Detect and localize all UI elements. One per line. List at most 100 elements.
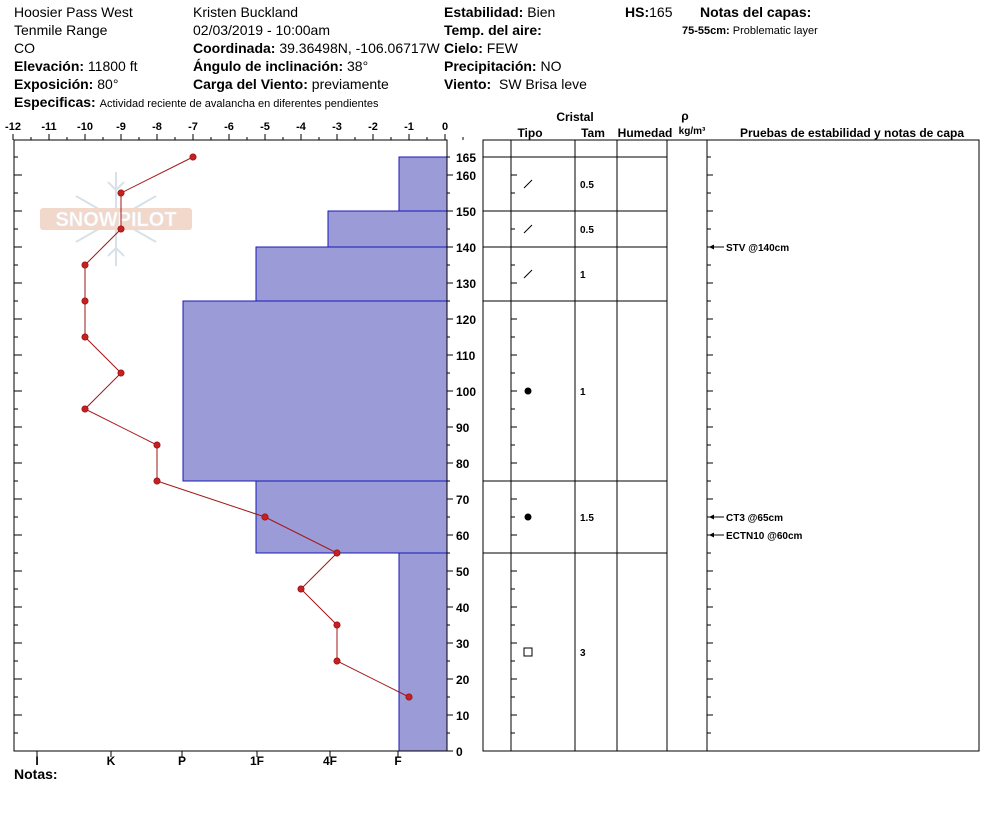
wind: Viento: SW Brisa leve bbox=[444, 75, 587, 93]
observer: Kristen Buckland bbox=[193, 4, 299, 20]
temp-tick-label: -12 bbox=[5, 121, 21, 133]
temperature-point-6 bbox=[117, 369, 125, 377]
temperature-point-4 bbox=[81, 297, 89, 305]
grain-size-0: 0.5 bbox=[580, 180, 594, 191]
temperature-point-5 bbox=[81, 333, 89, 341]
coordinates: Coordinada: 39.36498N, -106.06717W bbox=[193, 39, 440, 57]
temperature-point-3 bbox=[81, 261, 89, 269]
temp-tick-label: -9 bbox=[116, 121, 126, 133]
temp-tick-label: -6 bbox=[224, 121, 234, 133]
precip-label: Precipitación: bbox=[444, 58, 537, 74]
depth-tick-label: 160 bbox=[456, 169, 476, 183]
coord-label: Coordinada: bbox=[193, 40, 276, 56]
hardness-bar-2 bbox=[255, 246, 448, 302]
aspect-value: 80° bbox=[97, 76, 119, 92]
hardness-bar-4 bbox=[255, 480, 448, 554]
specifics-label: Especificas: bbox=[14, 94, 96, 110]
depth-tick-label: 100 bbox=[456, 385, 476, 399]
specifics-value: Actividad reciente de avalancha en difer… bbox=[99, 98, 379, 110]
grain-symbol-slash bbox=[523, 269, 533, 279]
layer-table-frame bbox=[482, 139, 980, 752]
temperature-point-12 bbox=[297, 585, 305, 593]
state: CO bbox=[14, 40, 35, 56]
depth-tick-label: 70 bbox=[456, 493, 470, 507]
layer-rows: 0.5 0.5 1 1 1.5 3 bbox=[483, 156, 667, 659]
hardness-bar-0 bbox=[398, 156, 448, 212]
wind-load-label: Carga del Viento: bbox=[193, 76, 308, 92]
grain-size-3: 1 bbox=[580, 387, 586, 398]
mountain-range: Tenmile Range bbox=[14, 22, 108, 38]
elevation: Elevación: 11800 ft bbox=[14, 57, 137, 75]
layer-note: 75-55cm: Problematic layer bbox=[682, 22, 818, 40]
aspect: Exposición: 80° bbox=[14, 75, 118, 93]
grain-size-5: 3 bbox=[580, 648, 586, 659]
depth-tick-label: 90 bbox=[456, 421, 470, 435]
notes-label: Notas: bbox=[14, 766, 58, 782]
grain-size-1: 0.5 bbox=[580, 225, 594, 236]
density-unit-header: kg/m³ bbox=[679, 126, 706, 137]
temp-tick-label: -7 bbox=[188, 121, 198, 133]
temperature-point-11 bbox=[333, 549, 341, 557]
date-time: 02/03/2019 - 10:00am bbox=[193, 22, 330, 38]
depth-tick-label: 140 bbox=[456, 241, 476, 255]
depth-tick-label: 80 bbox=[456, 457, 470, 471]
test-arrow-icon bbox=[709, 244, 714, 250]
table-depth-ticks bbox=[511, 156, 713, 752]
slope-label: Ángulo de inclinación: bbox=[193, 58, 344, 74]
temperature-line bbox=[84, 156, 410, 698]
stability-tests: STV @140cm CT3 @65cm ECTN10 @60cm bbox=[709, 243, 803, 542]
stability-label: Estabilidad: bbox=[444, 4, 524, 20]
depth-tick-label: 40 bbox=[456, 601, 470, 615]
layer-note-text: Problematic layer bbox=[732, 25, 818, 37]
slope-value: 38° bbox=[347, 58, 369, 74]
left-axes: -12 -11 -10 -9 -8 -7 -6 -5 -4 -3 -2 -1 0I K P 1F 4F F bbox=[5, 121, 464, 768]
temp-tick-label: -2 bbox=[368, 121, 378, 133]
depth-tick-label: 110 bbox=[456, 349, 476, 363]
temperature-point-10 bbox=[261, 513, 269, 521]
stability: Estabilidad: Bien bbox=[444, 3, 555, 21]
hardness-bar-3 bbox=[182, 300, 448, 482]
logo-banner bbox=[40, 208, 192, 230]
wind-loading: Carga del Viento: previamente bbox=[193, 75, 389, 93]
temperature-point-1 bbox=[117, 189, 125, 197]
wind-load-value: previamente bbox=[311, 76, 389, 92]
hardness-tick-label: 4F bbox=[323, 754, 337, 768]
snowpilot-logo: SNOWPILOT bbox=[40, 172, 192, 266]
temperature-point-14 bbox=[333, 657, 341, 665]
wind-value: SW Brisa leve bbox=[498, 76, 587, 92]
elevation-value: 11800 ft bbox=[87, 58, 138, 74]
moisture-header: Humedad bbox=[618, 126, 673, 140]
temp-tick-label: -3 bbox=[332, 121, 342, 133]
hardness-bar-5 bbox=[398, 552, 448, 752]
hardness-tick-label: K bbox=[107, 754, 116, 768]
temp-tick-label: -8 bbox=[152, 121, 162, 133]
stability-test-2: ECTN10 @60cm bbox=[726, 531, 803, 542]
aspect-label: Exposición: bbox=[14, 76, 94, 92]
temperature-point-13 bbox=[333, 621, 341, 629]
temperature-profile bbox=[81, 153, 413, 701]
test-arrow-icon bbox=[709, 532, 714, 538]
hs-label: HS: bbox=[625, 4, 650, 20]
temperature-point-7 bbox=[81, 405, 89, 413]
grain-symbol-dot bbox=[524, 513, 532, 521]
grain-size-4: 1.5 bbox=[580, 513, 594, 524]
stability-test-0: STV @140cm bbox=[726, 243, 789, 254]
snow-height: HS:165 bbox=[625, 3, 672, 21]
tests-header: Pruebas de estabilidad y notas de capa bbox=[740, 126, 964, 140]
air-temp-label: Temp. del aire: bbox=[444, 22, 542, 38]
depth-axis: 0 10 20 30 40 50 60 70 80 90 100 110 120 130 140 150 160… bbox=[447, 151, 476, 759]
grain-symbol-slash bbox=[523, 179, 533, 189]
sky-label: Cielo: bbox=[444, 40, 483, 56]
temp-tick-label: -10 bbox=[77, 121, 93, 133]
grain-symbol-square bbox=[523, 647, 533, 657]
precipitation: Precipitación: NO bbox=[444, 57, 561, 75]
specifics: Especificas: Actividad reciente de avala… bbox=[14, 93, 378, 113]
temp-tick-label: -1 bbox=[404, 121, 414, 133]
wind-label: Viento: bbox=[444, 76, 492, 92]
hardness-bar-1 bbox=[327, 210, 448, 248]
hardness-tick-label: P bbox=[178, 754, 186, 768]
logo-text: SNOWPILOT bbox=[55, 209, 176, 231]
temperature-point-2 bbox=[117, 225, 125, 233]
temperature-point-9 bbox=[153, 477, 161, 485]
